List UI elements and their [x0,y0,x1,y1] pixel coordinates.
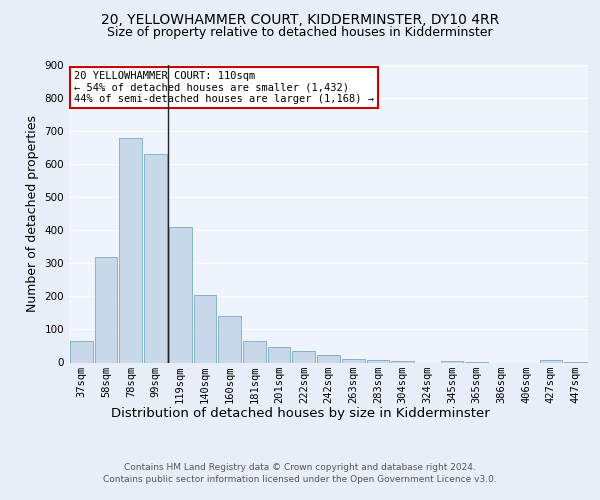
Bar [144,154,167,362]
Bar [391,361,414,362]
Bar [292,351,315,362]
Bar [367,360,389,362]
Y-axis label: Number of detached properties: Number of detached properties [26,116,39,312]
Bar [268,346,290,362]
Bar [194,294,216,362]
Text: 20 YELLOWHAMMER COURT: 110sqm
← 54% of detached houses are smaller (1,432)
44% o: 20 YELLOWHAMMER COURT: 110sqm ← 54% of d… [74,71,374,104]
Bar [441,361,463,362]
Text: Distribution of detached houses by size in Kidderminster: Distribution of detached houses by size … [110,408,490,420]
Bar [218,316,241,362]
Bar [70,341,93,362]
Bar [95,256,118,362]
Bar [317,355,340,362]
Bar [119,138,142,362]
Text: Contains HM Land Registry data © Crown copyright and database right 2024.
Contai: Contains HM Land Registry data © Crown c… [103,462,497,484]
Bar [169,227,191,362]
Bar [342,359,365,362]
Bar [539,360,562,362]
Text: Size of property relative to detached houses in Kidderminster: Size of property relative to detached ho… [107,26,493,39]
Bar [243,341,266,362]
Text: 20, YELLOWHAMMER COURT, KIDDERMINSTER, DY10 4RR: 20, YELLOWHAMMER COURT, KIDDERMINSTER, D… [101,12,499,26]
